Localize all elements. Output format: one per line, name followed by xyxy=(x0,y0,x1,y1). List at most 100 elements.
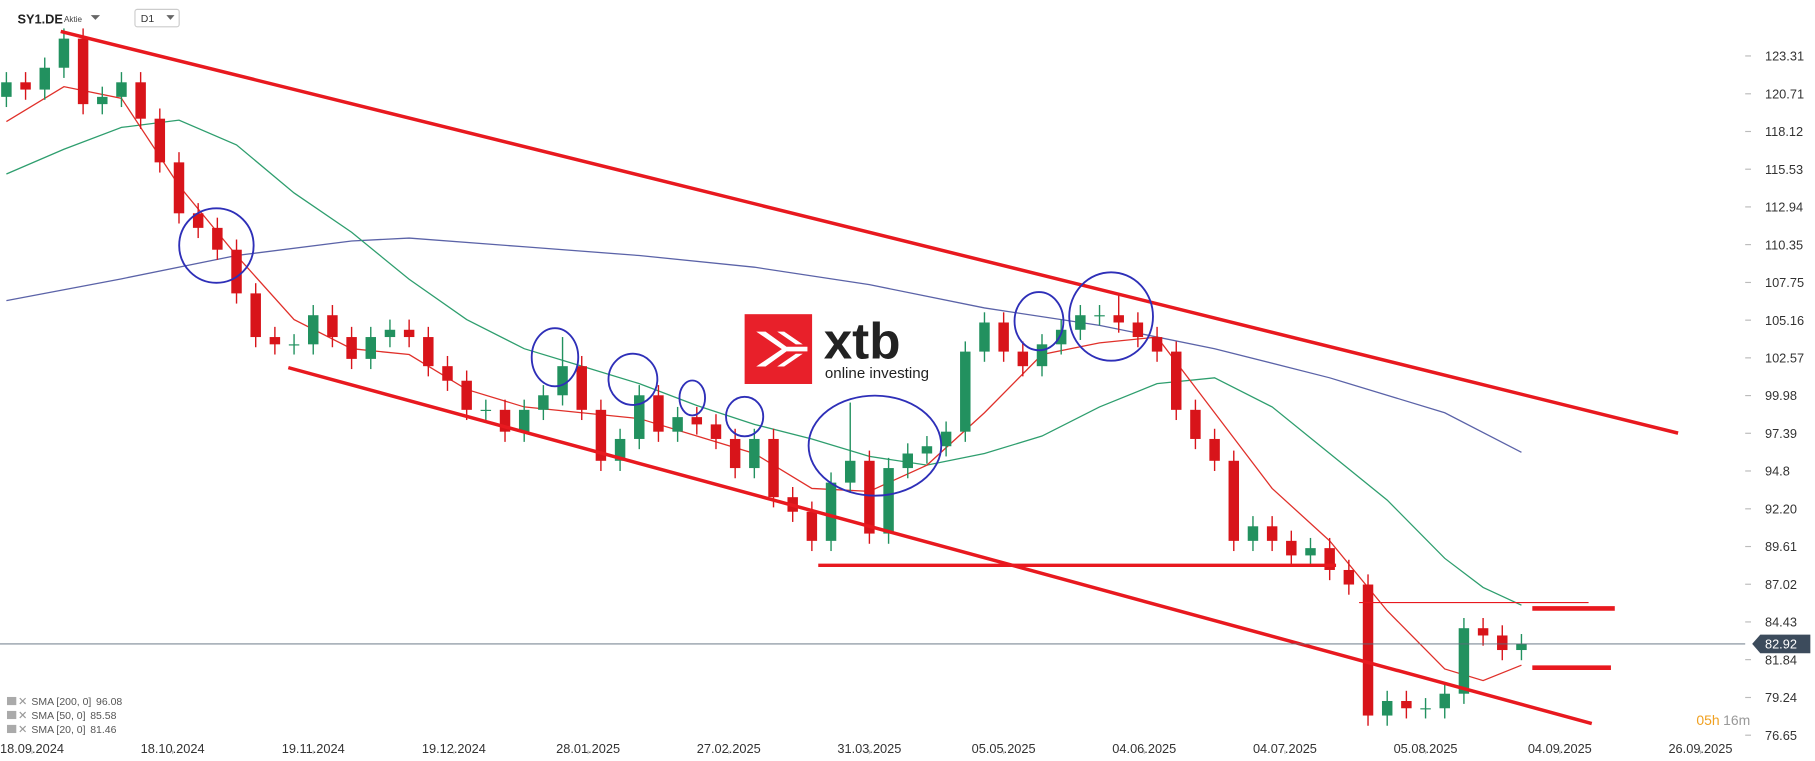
candle-body xyxy=(864,460,875,534)
candle-body xyxy=(557,366,568,396)
circle xyxy=(178,207,255,284)
legend-entry[interactable]: SMA [20, 0] 81.46 xyxy=(31,725,116,736)
candle-body xyxy=(1132,322,1144,338)
candle-body xyxy=(1209,438,1220,461)
y-tick-label: 123.31 xyxy=(1765,49,1804,64)
logo-brand: xtb xyxy=(824,312,901,369)
y-tick-label: 79.24 xyxy=(1765,690,1797,705)
x-tick-label: 19.11.2024 xyxy=(282,741,345,756)
candle-body xyxy=(1497,635,1508,651)
candle-body xyxy=(844,460,856,483)
candle-body xyxy=(1305,548,1316,556)
current-price-box xyxy=(1752,634,1811,654)
x-tick-label: 04.09.2025 xyxy=(1528,741,1592,756)
candle-body xyxy=(365,337,377,359)
x-tick-label: 26.09.2025 xyxy=(1668,741,1732,756)
candle-body xyxy=(384,329,396,338)
candle-body xyxy=(1439,693,1450,709)
y-tick-label: 105.16 xyxy=(1765,313,1804,328)
legend-icon xyxy=(6,724,17,734)
symbol-dropdown[interactable] xyxy=(90,15,101,20)
candle-body xyxy=(403,329,415,338)
y-tick-label: 76.65 xyxy=(1765,728,1797,743)
candle-body xyxy=(921,446,933,454)
legend-entry[interactable]: SMA [50, 0] 85.58 xyxy=(31,711,116,722)
y-tick-label: 89.61 xyxy=(1765,539,1797,554)
candle-body xyxy=(518,409,530,432)
x-tick-label: 04.06.2025 xyxy=(1112,741,1176,756)
candle-body xyxy=(1362,584,1374,716)
y-tick-label: 118.12 xyxy=(1765,124,1803,139)
candle-body xyxy=(749,438,760,469)
circle xyxy=(1068,271,1154,362)
candle-body xyxy=(308,315,319,345)
candle-body xyxy=(192,213,204,228)
legend-entry[interactable]: SMA [200, 0] 96.08 xyxy=(31,697,122,708)
moving-average xyxy=(6,85,1522,682)
circle xyxy=(530,327,580,388)
y-tick-label: 120.71 xyxy=(1765,86,1804,101)
y-tick-label: 94.8 xyxy=(1765,464,1790,479)
candle-body xyxy=(634,395,645,439)
candle-body xyxy=(1381,700,1393,716)
legend-name: SMA [20, 0] xyxy=(31,725,85,736)
symbol[interactable]: SY1.DE xyxy=(17,11,63,26)
candle-body xyxy=(710,424,722,439)
circle xyxy=(725,395,765,438)
candle-body xyxy=(1094,315,1105,317)
circle xyxy=(678,379,706,417)
x-tick-label: 18.09.2024 xyxy=(0,741,64,756)
annotation-circles xyxy=(178,207,1154,497)
candle-body xyxy=(691,417,703,425)
candle-body xyxy=(940,431,952,447)
candle-body xyxy=(231,249,242,294)
candle-body xyxy=(327,315,338,338)
interval-box[interactable] xyxy=(134,8,180,28)
y-tick-label: 102.57 xyxy=(1765,351,1804,366)
candle-body xyxy=(672,417,683,432)
interval[interactable]: D1 xyxy=(141,14,155,25)
circle xyxy=(607,352,659,406)
candle-body xyxy=(768,438,779,498)
candle-body xyxy=(902,453,913,469)
candle-body xyxy=(77,38,89,105)
countdown-hours: 05h xyxy=(1696,712,1719,728)
y-tick-label: 92.20 xyxy=(1765,501,1797,516)
x-tick-label: 28.01.2025 xyxy=(556,741,620,756)
legend-value: 81.46 xyxy=(90,725,116,736)
candle-body xyxy=(825,482,837,541)
legend-close xyxy=(19,697,27,705)
candle-body xyxy=(1286,540,1297,556)
candle-body xyxy=(1324,548,1335,570)
y-tick-label: 87.02 xyxy=(1765,577,1797,592)
y-tick-label: 99.98 xyxy=(1765,388,1797,403)
candle-body xyxy=(20,82,31,90)
legend-name: SMA [200, 0] xyxy=(31,697,91,708)
candle-body xyxy=(1017,351,1029,367)
candle-body xyxy=(97,96,108,105)
candle-body xyxy=(595,409,607,461)
legend-name: SMA [50, 0] xyxy=(31,711,85,722)
legend-close xyxy=(19,711,27,719)
candle-body xyxy=(250,293,261,338)
header: SY1.DE Aktie D1 xyxy=(17,8,180,28)
countdown-minutes: 16m xyxy=(1723,712,1750,728)
candle-body xyxy=(1036,344,1048,367)
instrument-type: Aktie xyxy=(64,15,83,24)
candle-body xyxy=(288,344,300,346)
candle-body xyxy=(960,351,971,432)
trendline xyxy=(60,29,1679,435)
y-tick-label: 84.43 xyxy=(1765,615,1797,630)
candle-body xyxy=(499,409,511,432)
candle-body xyxy=(212,227,223,250)
y-tick-label: 81.84 xyxy=(1765,652,1797,667)
legend-value: 96.08 xyxy=(96,697,122,708)
candle-body xyxy=(1247,526,1259,541)
candle-body xyxy=(979,322,990,352)
current-price-label: 82.92 xyxy=(1765,637,1797,652)
candle-body xyxy=(806,511,818,541)
interval-dropdown[interactable] xyxy=(166,15,175,20)
x-tick-label: 18.10.2024 xyxy=(141,741,205,756)
legend-icon xyxy=(6,696,17,706)
